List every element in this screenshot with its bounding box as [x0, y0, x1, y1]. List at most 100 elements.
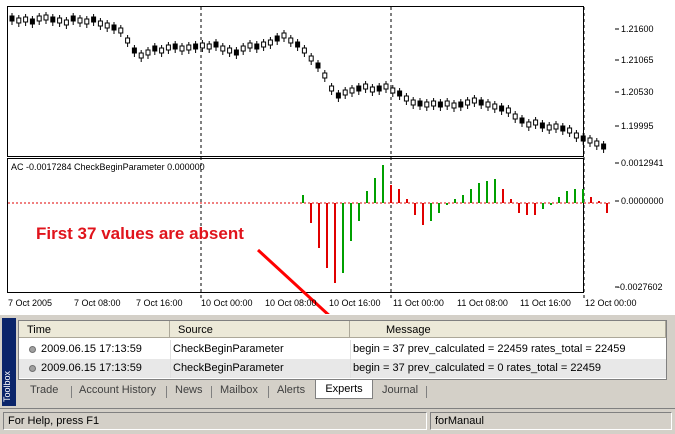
time-tick: 7 Oct 2005 [8, 298, 53, 308]
candle [329, 85, 335, 92]
candle [50, 16, 56, 23]
time-tick: 10 Oct 16:00 [329, 298, 381, 308]
candle [199, 42, 205, 49]
candle [322, 72, 328, 79]
candle [458, 101, 464, 108]
candle [424, 101, 430, 108]
candle [403, 95, 409, 102]
candle [131, 47, 137, 54]
candle [499, 105, 505, 112]
log-message: begin = 37 prev_calculated = 0 rates_tot… [353, 362, 601, 374]
candle [288, 37, 294, 44]
experts-log[interactable]: Time Source Message 2009.06.15 17:13:59 … [18, 320, 667, 380]
time-tick: 7 Oct 16:00 [136, 298, 183, 308]
tab-mailbox[interactable]: Mailbox [220, 384, 258, 396]
candle [281, 32, 287, 39]
candle [363, 83, 369, 90]
candle [213, 41, 219, 48]
column-header-message[interactable]: Message [350, 321, 666, 338]
candle [179, 45, 185, 52]
candle [417, 100, 423, 107]
candle [172, 43, 178, 50]
time-tick: 11 Oct 16:00 [520, 298, 571, 308]
price-tick: 1.21065 [621, 55, 654, 65]
candle [254, 43, 260, 50]
candle [308, 55, 314, 62]
toolbox-caption[interactable]: Toolbox [2, 318, 16, 406]
log-row[interactable]: 2009.06.15 17:13:59 CheckBeginParameter … [19, 340, 666, 359]
candle [512, 113, 518, 120]
time-tick: 11 Oct 08:00 [457, 298, 508, 308]
candle [560, 125, 566, 132]
candle [193, 43, 199, 50]
candle [125, 37, 131, 44]
candle [97, 20, 103, 27]
status-help: For Help, press F1 [3, 412, 427, 430]
candle [63, 19, 69, 26]
candle [492, 103, 498, 110]
info-icon [29, 346, 36, 353]
candle [349, 87, 355, 94]
log-source: CheckBeginParameter [173, 343, 284, 355]
indicator-title: AC -0.0017284 CheckBeginParameter 0.0000… [11, 162, 205, 172]
tab-account-history[interactable]: Account History [79, 384, 157, 396]
candle [315, 62, 321, 69]
indicator-tick: 0.0012941 [621, 158, 664, 168]
candle [376, 85, 382, 92]
candle [57, 17, 63, 24]
candle [356, 85, 362, 92]
indicator-tick: 0.0000000 [621, 196, 664, 206]
candle [145, 49, 151, 56]
candle [43, 14, 49, 21]
candle [485, 101, 491, 108]
candle [553, 123, 559, 130]
candle [505, 107, 511, 114]
tab-news[interactable]: News [175, 384, 203, 396]
tab-experts[interactable]: Experts [315, 380, 373, 399]
candle [573, 132, 579, 139]
candle [159, 47, 165, 54]
candle [601, 143, 607, 150]
candle [431, 100, 437, 107]
candle [84, 18, 90, 25]
tab-journal[interactable]: Journal [382, 384, 419, 396]
log-row[interactable]: 2009.06.15 17:13:59 CheckBeginParameter … [19, 359, 666, 378]
candle [165, 44, 171, 51]
column-header-time[interactable]: Time [19, 321, 170, 338]
candle [539, 122, 545, 129]
candle [410, 99, 416, 106]
price-candles [9, 12, 607, 153]
candle [335, 92, 341, 99]
time-tick: 10 Oct 08:00 [265, 298, 317, 308]
indicator-tick: -0.0027602 [617, 282, 663, 292]
annotation-arrow [256, 248, 330, 314]
time-tick: 7 Oct 08:00 [74, 298, 121, 308]
candle [533, 119, 539, 126]
candle [390, 87, 396, 94]
tab-trade[interactable]: Trade [30, 384, 59, 396]
candle [465, 99, 471, 106]
status-bar: For Help, press F1 forManaul [0, 408, 675, 434]
candle [267, 39, 273, 46]
candle [23, 16, 29, 23]
candle [594, 140, 600, 147]
candle [437, 101, 443, 108]
candle [227, 47, 233, 54]
log-time: 2009.06.15 17:13:59 [41, 362, 142, 374]
candle [580, 135, 586, 142]
column-header-source[interactable]: Source [170, 321, 350, 338]
candle [220, 45, 226, 52]
chart-window[interactable]: 1.21600 1.21065 1.20530 1.19995 0.001294… [0, 0, 675, 314]
tab-alerts[interactable]: Alerts [277, 384, 306, 396]
candle [16, 17, 22, 24]
toolbox-label: Toolbox [2, 370, 12, 402]
indicator-bars [302, 165, 608, 283]
candle [397, 90, 403, 97]
candle [70, 15, 76, 22]
candle [274, 35, 280, 42]
candle [478, 99, 484, 106]
info-icon [29, 365, 36, 372]
candle [91, 16, 97, 23]
price-tick: 1.21600 [621, 24, 654, 34]
candle [567, 127, 573, 134]
